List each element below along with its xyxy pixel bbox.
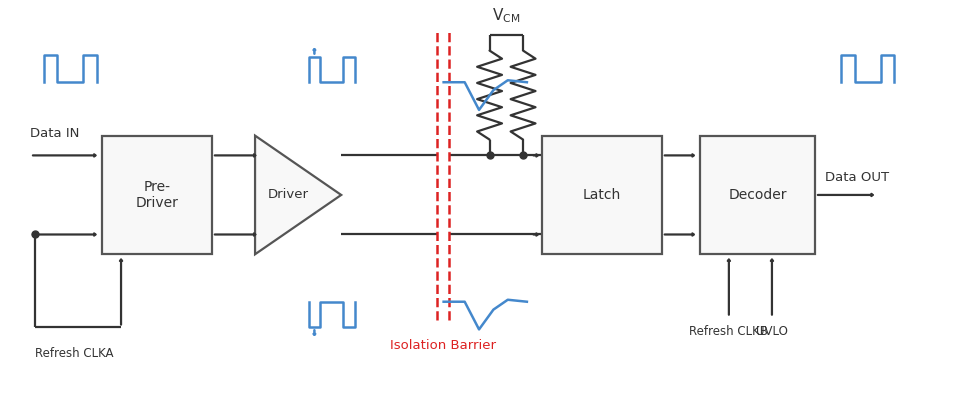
Text: Refresh CLKA: Refresh CLKA — [35, 347, 113, 360]
Text: Refresh CLKB: Refresh CLKB — [689, 326, 768, 338]
Text: $\mathregular{V_{CM}}$: $\mathregular{V_{CM}}$ — [492, 6, 520, 25]
Text: Pre-
Driver: Pre- Driver — [135, 180, 179, 210]
Text: Isolation Barrier: Isolation Barrier — [390, 339, 496, 352]
Text: UVLO: UVLO — [756, 326, 788, 338]
Text: Decoder: Decoder — [729, 188, 787, 202]
FancyBboxPatch shape — [542, 136, 661, 254]
Text: Data OUT: Data OUT — [825, 171, 889, 184]
FancyBboxPatch shape — [102, 136, 212, 254]
Polygon shape — [255, 136, 341, 254]
Text: Latch: Latch — [583, 188, 621, 202]
Text: Data IN: Data IN — [30, 126, 80, 140]
Text: Driver: Driver — [268, 188, 309, 202]
FancyBboxPatch shape — [700, 136, 815, 254]
